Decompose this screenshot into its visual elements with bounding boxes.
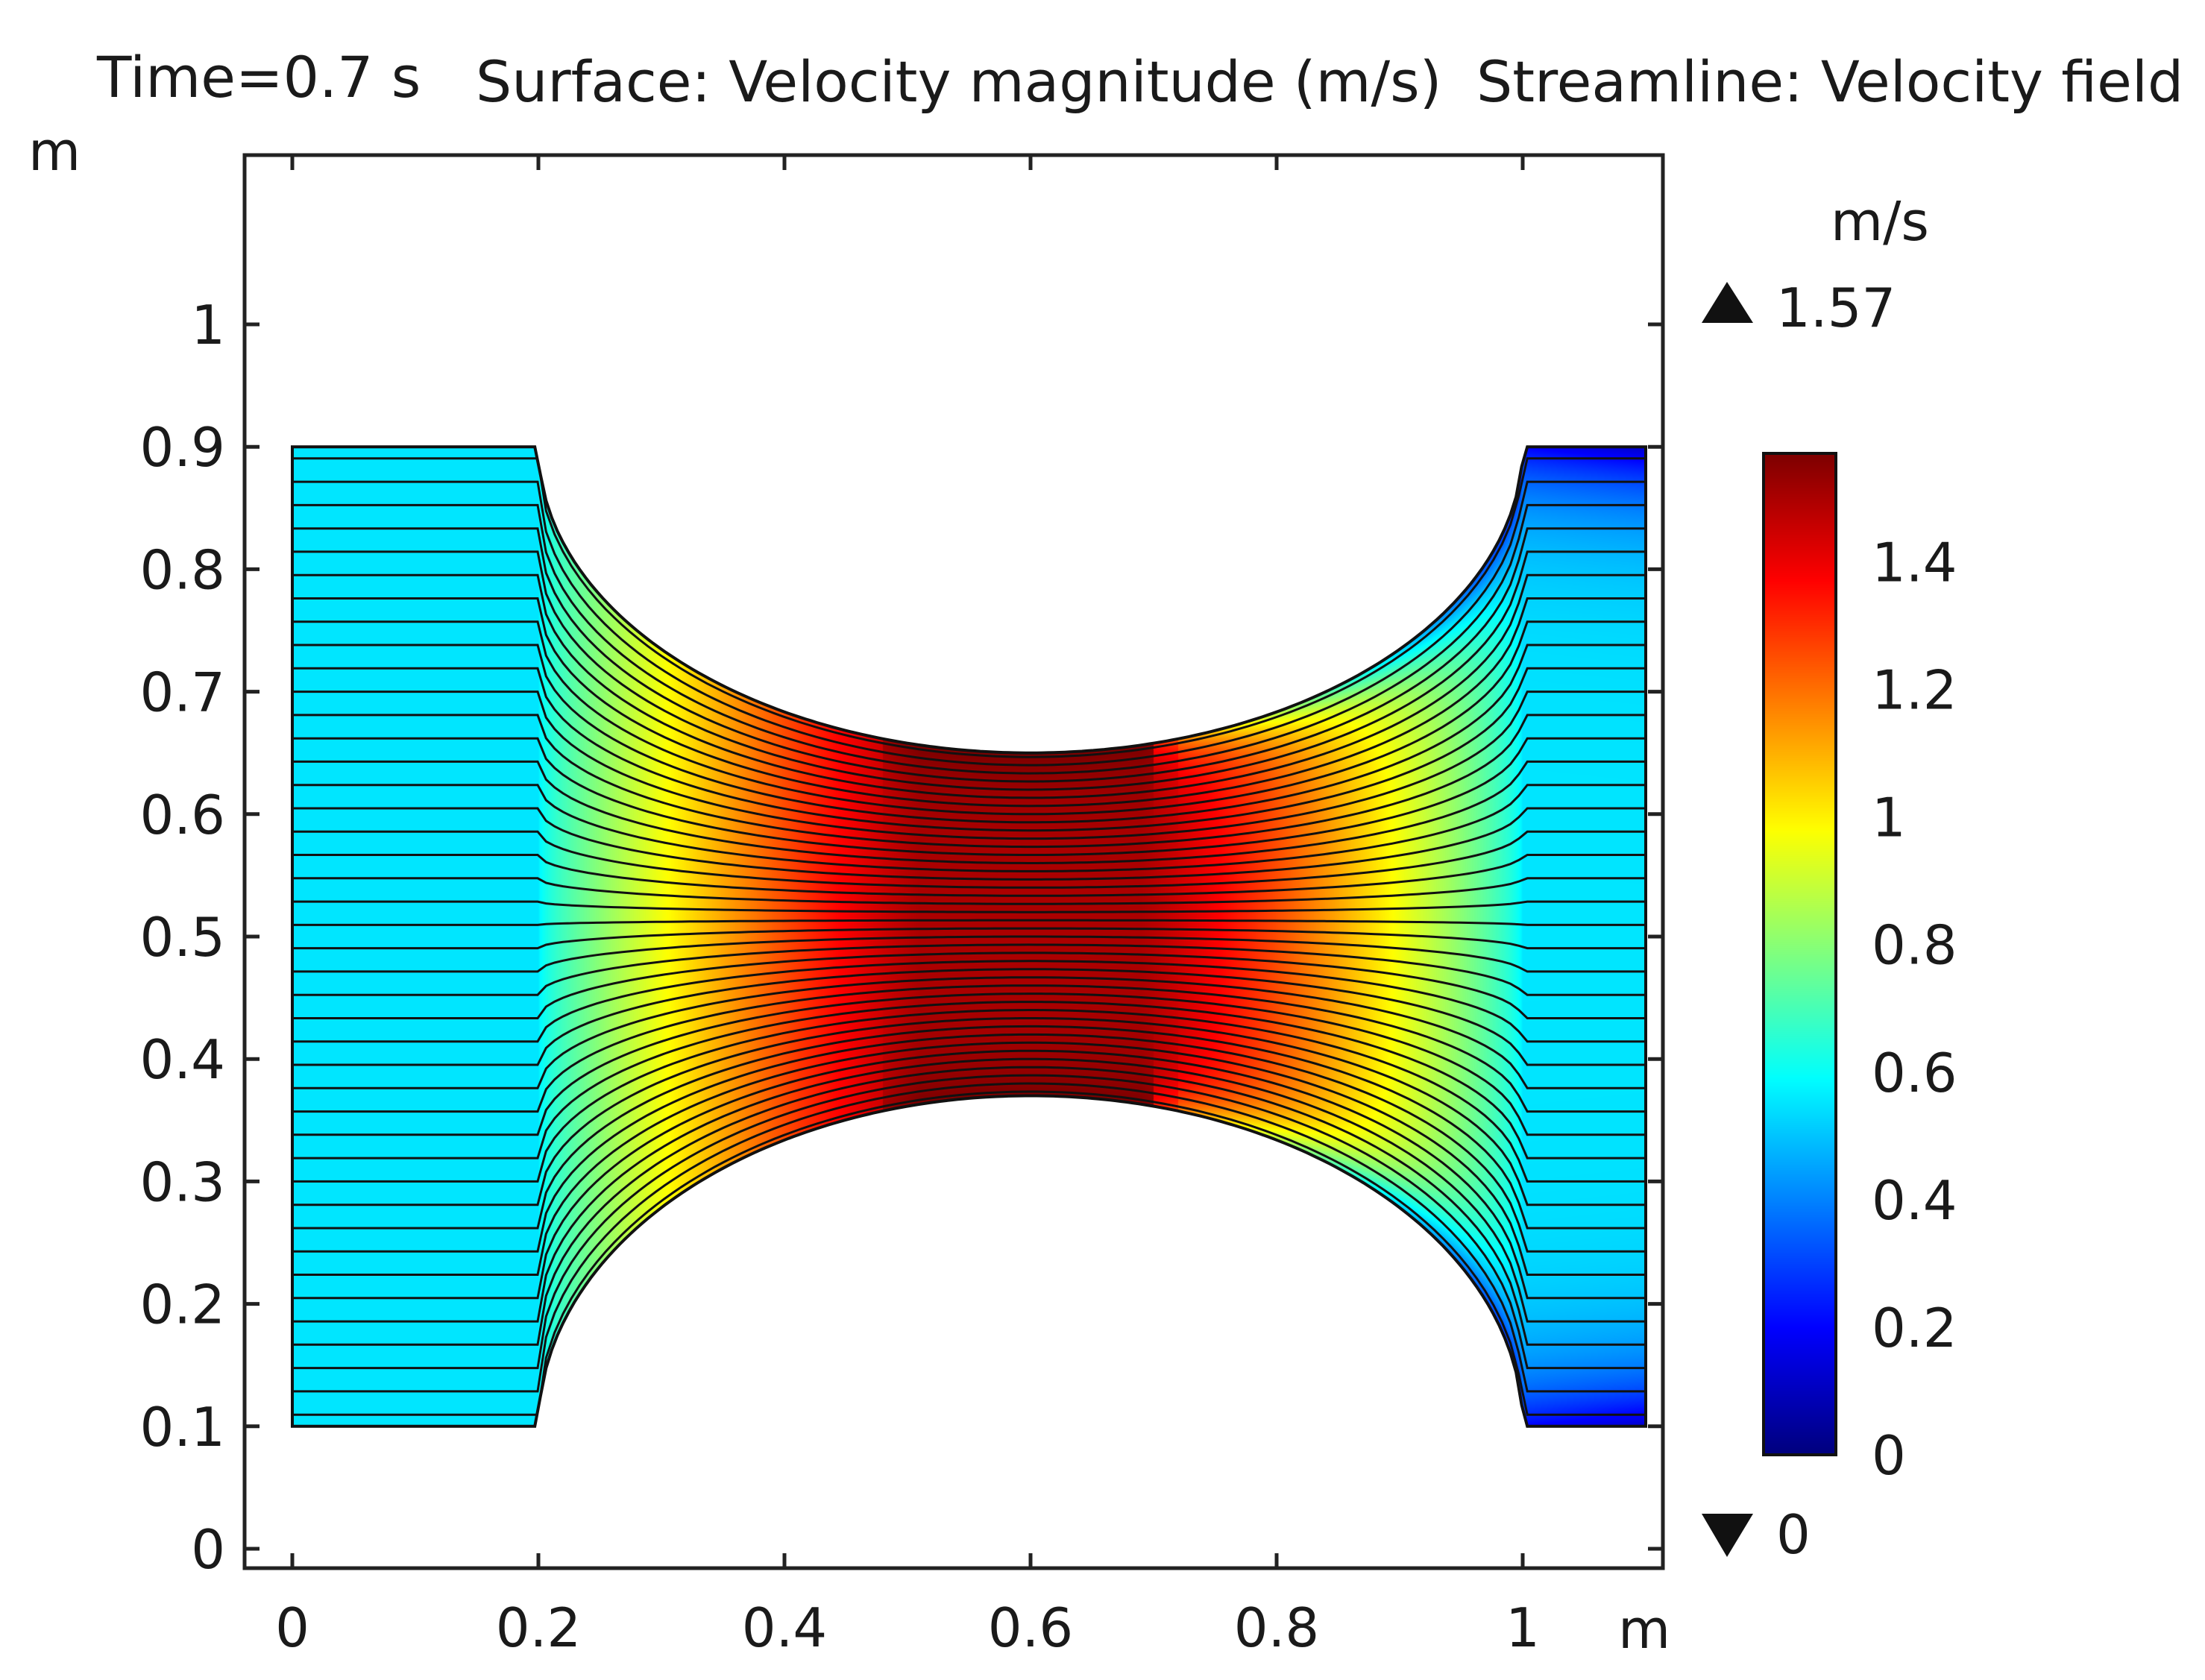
colorbar-tick-label: 0.4 [1872, 1169, 1957, 1232]
streamline [292, 943, 1646, 996]
streamline [292, 1074, 1646, 1370]
colorbar-tick-label: 0.2 [1872, 1297, 1957, 1359]
y-axis-unit-label: m [28, 120, 81, 183]
streamline [292, 667, 1646, 832]
colorbar-gradient [1764, 453, 1836, 1455]
streamline [292, 597, 1646, 808]
colorbar-tick-label: 0.8 [1872, 914, 1957, 977]
streamline [292, 976, 1646, 1089]
y-tick-label: 0.4 [139, 1028, 225, 1091]
colorbar-max-label: 1.57 [1776, 277, 1896, 339]
y-tick-label: 0.8 [139, 538, 225, 601]
y-tick-label: 1 [191, 294, 225, 356]
streamline [292, 714, 1646, 849]
streamline [292, 927, 1646, 950]
colorbar-tick-label: 0 [1872, 1424, 1906, 1487]
x-tick-label: 0.6 [988, 1596, 1074, 1659]
streamline [292, 830, 1646, 889]
y-tick-label: 0.5 [139, 906, 225, 969]
streamline [292, 737, 1646, 856]
colorbar-tick-label: 0.6 [1872, 1042, 1957, 1104]
x-tick-label: 0.8 [1234, 1596, 1320, 1659]
x-axis-ticks: 0 0.2 0.4 0.6 0.8 1 [275, 155, 1540, 1659]
colorbar-tick-label: 1.2 [1872, 659, 1957, 722]
streamline [292, 550, 1646, 791]
colorbar-tick-label: 1 [1872, 787, 1906, 849]
x-tick-label: 0.4 [742, 1596, 828, 1659]
streamline [292, 527, 1646, 783]
y-tick-label: 0.3 [139, 1151, 225, 1213]
y-axis-ticks: 0 0.1 0.2 0.3 0.4 0.5 0.6 0.7 0.8 0.9 1 [139, 294, 1663, 1581]
y-tick-label: 0 [191, 1518, 225, 1581]
streamline [292, 620, 1646, 816]
streamline [292, 480, 1646, 767]
colorbar-min-triangle [1702, 1514, 1753, 1557]
x-tick-label: 0 [275, 1596, 309, 1659]
streamline [292, 573, 1646, 799]
streamline [292, 1025, 1646, 1230]
colorbar-min-label: 0 [1776, 1503, 1811, 1566]
streamline [292, 1017, 1646, 1206]
x-axis-unit-label: m [1618, 1598, 1670, 1661]
streamlines [292, 457, 1646, 1416]
y-tick-label: 0.7 [139, 661, 225, 724]
streamline [292, 457, 1646, 758]
domain-outline [291, 445, 1647, 1428]
streamline [292, 1090, 1646, 1416]
y-tick-label: 0.1 [139, 1396, 225, 1459]
title-surface: Surface: Velocity magnitude (m/s) [476, 48, 1441, 115]
streamline [292, 984, 1646, 1113]
streamline [292, 1082, 1646, 1393]
streamline [292, 644, 1646, 824]
x-tick-label: 1 [1506, 1596, 1540, 1659]
colorbar-frame [1762, 452, 1837, 1456]
colorbar-max-triangle [1702, 282, 1753, 323]
streamline [292, 690, 1646, 840]
streamline [292, 760, 1646, 864]
streamline [292, 951, 1646, 1019]
streamline [292, 935, 1646, 973]
streamline [292, 1066, 1646, 1346]
streamline [292, 992, 1646, 1136]
streamline [292, 784, 1646, 872]
streamline [292, 807, 1646, 881]
streamline [292, 854, 1646, 897]
y-tick-label: 0.2 [139, 1274, 225, 1336]
streamline [292, 1041, 1646, 1276]
streamline [292, 877, 1646, 905]
streamline [292, 968, 1646, 1066]
streamline [292, 503, 1646, 775]
title-time: Time=0.7 s [96, 44, 421, 110]
streamline [292, 1033, 1646, 1253]
y-tick-label: 0.9 [139, 416, 225, 479]
x-tick-label: 0.2 [496, 1596, 582, 1659]
streamline [292, 960, 1646, 1043]
title-streamline: Streamline: Velocity field [1476, 48, 2183, 115]
streamline [292, 900, 1646, 913]
colorbar-tick-label: 1.4 [1872, 531, 1957, 594]
colorbar-ticks: 0 0.2 0.4 0.6 0.8 1 1.2 1.4 [1872, 531, 1957, 1487]
streamline [292, 1049, 1646, 1300]
streamline [292, 1057, 1646, 1323]
streamline [292, 919, 1646, 926]
colorbar-unit: m/s [1831, 190, 1929, 253]
streamline [292, 1009, 1646, 1183]
streamline [292, 1001, 1646, 1160]
y-tick-label: 0.6 [139, 784, 225, 846]
plot-frame [242, 153, 1665, 1570]
